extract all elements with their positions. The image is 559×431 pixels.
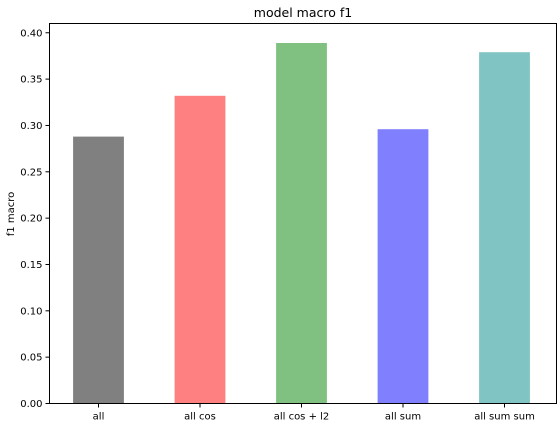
x-tick-label: all cos + l2 [274, 412, 330, 423]
y-tick-label: 0.35 [20, 75, 42, 86]
bar-all-cos [174, 95, 226, 404]
x-tick-label: all cos [184, 412, 216, 423]
y-axis-label: f1 macro [6, 192, 17, 236]
bar-all [73, 136, 124, 404]
bar-all-cos-l2 [276, 43, 327, 404]
y-tick-label: 0.25 [20, 167, 42, 178]
bar-all-sum [377, 129, 429, 404]
x-ticks: all all cos all cos + l2 all sum all sum sum [93, 403, 535, 423]
y-tick-label: 0.15 [20, 260, 42, 271]
y-tick-label: 0.00 [20, 399, 42, 410]
y-tick-label: 0.05 [20, 353, 42, 364]
y-tick-label: 0.40 [20, 28, 42, 39]
plot-frame [49, 23, 557, 404]
x-tick-label: all [93, 412, 105, 423]
bar-all-sum-sum [479, 52, 530, 404]
y-ticks: 0.00 0.05 0.10 0.15 0.20 0.25 0.30 0.35 0.40 [20, 28, 50, 410]
x-tick-label: all sum [385, 412, 421, 423]
y-tick-label: 0.10 [20, 306, 42, 317]
bars-layer [73, 43, 530, 404]
y-tick-label: 0.30 [20, 121, 42, 132]
y-tick-label: 0.20 [20, 214, 42, 225]
x-tick-label: all sum sum [474, 412, 535, 423]
chart-title: model macro f1 [254, 5, 352, 20]
